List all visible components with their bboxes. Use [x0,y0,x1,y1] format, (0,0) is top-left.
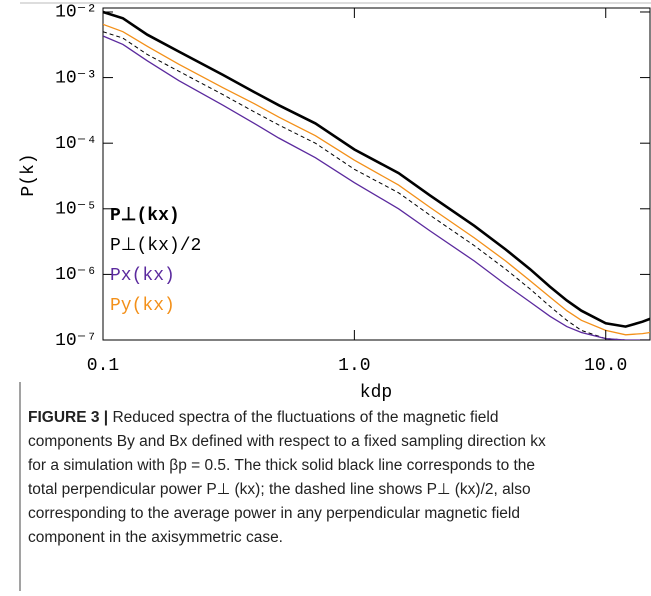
series-line [103,23,650,336]
series-line [103,10,650,328]
caption-label: FIGURE 3 | [28,409,108,426]
series-line [103,31,650,340]
caption: FIGURE 3 | Reduced spectra of the fluctu… [28,409,546,546]
caption-line: components By and Bx defined with respec… [28,433,546,450]
caption-line: for a simulation with βp = 0.5. The thic… [28,457,535,474]
y-tick-label: 10⁻³ [55,68,97,88]
y-tick-label: 10⁻² [55,3,97,23]
caption-line: Reduced spectra of the fluctuations of t… [108,409,498,426]
legend-label: Px(kx) [110,266,175,286]
series-group [103,10,650,340]
y-tick-label: 10⁻⁴ [55,134,97,154]
series-line [103,35,650,340]
y-axis-label: P(k) [19,153,39,196]
legend-label: P⊥(kx) [110,206,180,226]
x-tick-label: 0.1 [87,356,119,376]
x-axis-label: kdp [360,383,392,403]
plot-frame [102,7,651,341]
y-tick-label: 10⁻⁷ [55,331,97,351]
x-tick-label: 1.0 [338,356,370,376]
caption-line: component in the axisymmetric case. [28,529,283,546]
y-tick-label: 10⁻⁶ [55,265,97,285]
y-tick-label: 10⁻⁵ [55,200,97,220]
caption-line: corresponding to the average power in an… [28,505,520,522]
caption-line: total perpendicular power P⊥ (kx); the d… [28,481,531,498]
x-tick-label: 10.0 [584,356,627,376]
caption-text: FIGURE 3 | Reduced spectra of the fluctu… [28,409,498,426]
legend-label: P⊥(kx)/2 [110,236,201,256]
legend-label: Py(kx) [110,296,175,316]
